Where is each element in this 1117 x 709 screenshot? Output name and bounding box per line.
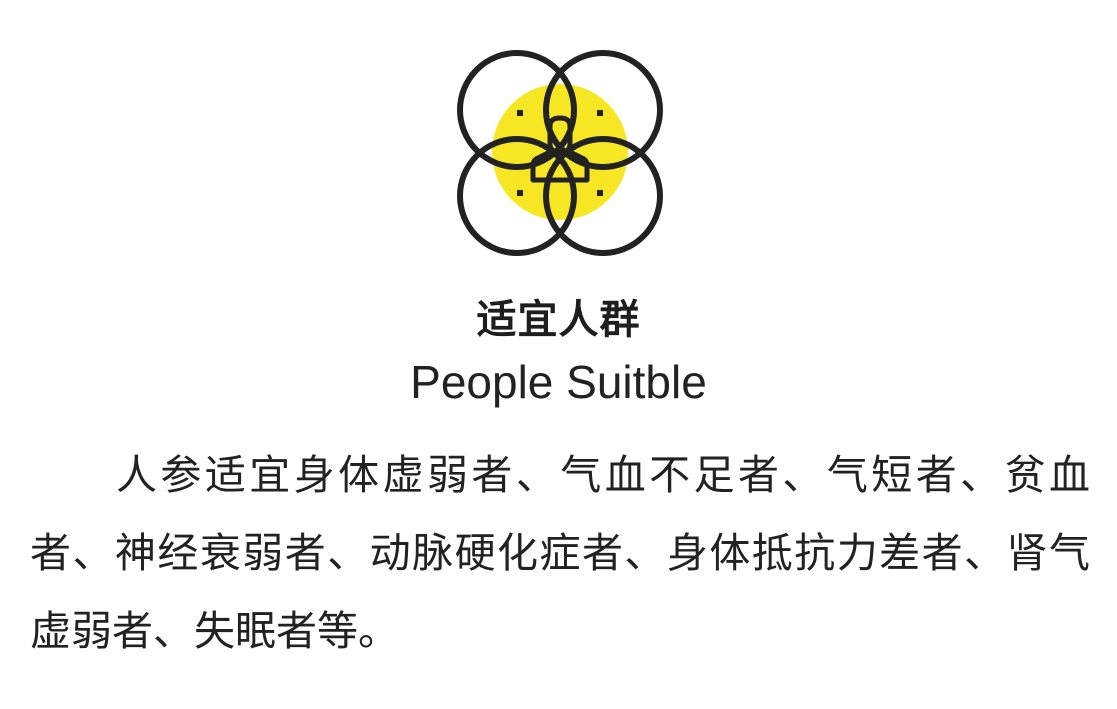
section-subtitle: People Suitble: [410, 356, 707, 408]
ring-top-right: [543, 50, 663, 170]
ring-top-left: [457, 50, 577, 170]
section-description: 人参适宜身体虚弱者、气血不足者、气短者、贫血者、神经衰弱者、动脉硬化症者、身体抵…: [30, 451, 1090, 655]
ring-bottom-left: [457, 136, 577, 256]
section-title: 适宜人群: [476, 297, 641, 343]
people-suitable-icon: [455, 48, 665, 258]
ring-bottom-right: [543, 136, 663, 256]
person-icon: [530, 115, 590, 183]
